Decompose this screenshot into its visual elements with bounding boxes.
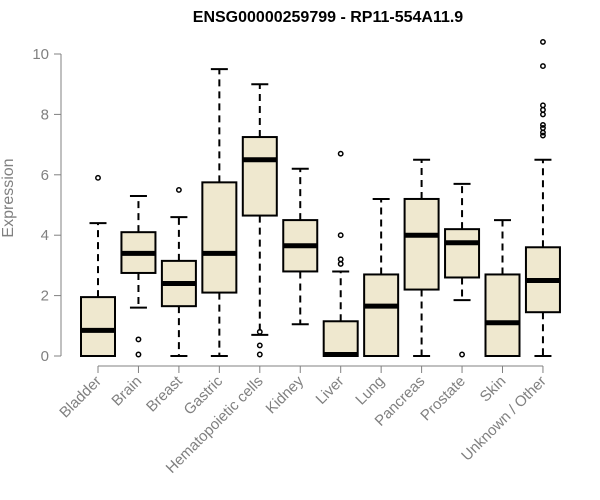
outlier-point — [337, 256, 344, 263]
box — [201, 181, 238, 294]
outlier-point — [135, 351, 142, 358]
box-group — [322, 150, 359, 357]
box-group — [120, 194, 157, 358]
box — [241, 136, 278, 217]
outlier-point — [459, 351, 465, 358]
box — [403, 197, 440, 291]
outlier-point — [540, 38, 546, 45]
y-tick-label: 10 — [32, 46, 49, 63]
outlier-point — [540, 129, 546, 136]
box-group — [524, 38, 561, 357]
outlier-point — [256, 328, 263, 335]
outlier-point — [337, 232, 344, 239]
box-group — [444, 182, 481, 358]
x-tick-label: Breast — [143, 372, 186, 415]
box-group — [80, 174, 116, 357]
y-axis: 0 2 4 6 8 10 — [32, 46, 62, 365]
box — [322, 320, 359, 357]
outlier-point — [135, 336, 142, 343]
outlier-point — [540, 111, 546, 118]
box — [80, 296, 116, 357]
box — [484, 273, 521, 357]
outlier-point — [95, 174, 101, 181]
outlier-point — [540, 63, 546, 70]
y-tick-label: 8 — [41, 106, 49, 123]
box-group — [403, 158, 440, 357]
outlier-point — [337, 260, 344, 267]
x-tick-label: Prostate — [417, 373, 469, 425]
box-group — [484, 219, 521, 357]
outlier-point — [540, 132, 546, 139]
y-tick-label: 4 — [41, 227, 49, 244]
box-group — [282, 167, 319, 326]
x-tick-label: Liver — [313, 373, 348, 408]
outlier-point — [175, 186, 182, 193]
outlier-point — [540, 106, 546, 113]
y-tick-label: 0 — [41, 348, 49, 365]
outlier-point — [540, 122, 546, 128]
x-tick-label: Brain — [108, 373, 145, 410]
box-group — [241, 83, 278, 358]
outlier-point — [256, 351, 263, 358]
box-group — [363, 197, 400, 357]
outlier-point — [256, 342, 263, 349]
box — [444, 228, 481, 279]
outlier-point — [540, 102, 546, 109]
box-series — [80, 38, 561, 358]
y-tick-label: 2 — [41, 288, 49, 305]
box-group — [201, 68, 238, 357]
x-tick-label: Lung — [352, 373, 388, 409]
outlier-point — [337, 150, 344, 157]
chart-title: ENSG00000259799 - RP11-554A11.9 — [193, 9, 464, 26]
x-tick-label: Bladder — [56, 373, 105, 422]
outlier-point — [540, 125, 546, 131]
box-group — [160, 186, 197, 357]
y-tick-label: 6 — [41, 167, 49, 184]
y-axis-label: Expression — [0, 158, 17, 237]
x-tick-label: Kidney — [263, 372, 308, 417]
x-tick-label: Skin — [477, 373, 510, 406]
box — [363, 273, 400, 357]
